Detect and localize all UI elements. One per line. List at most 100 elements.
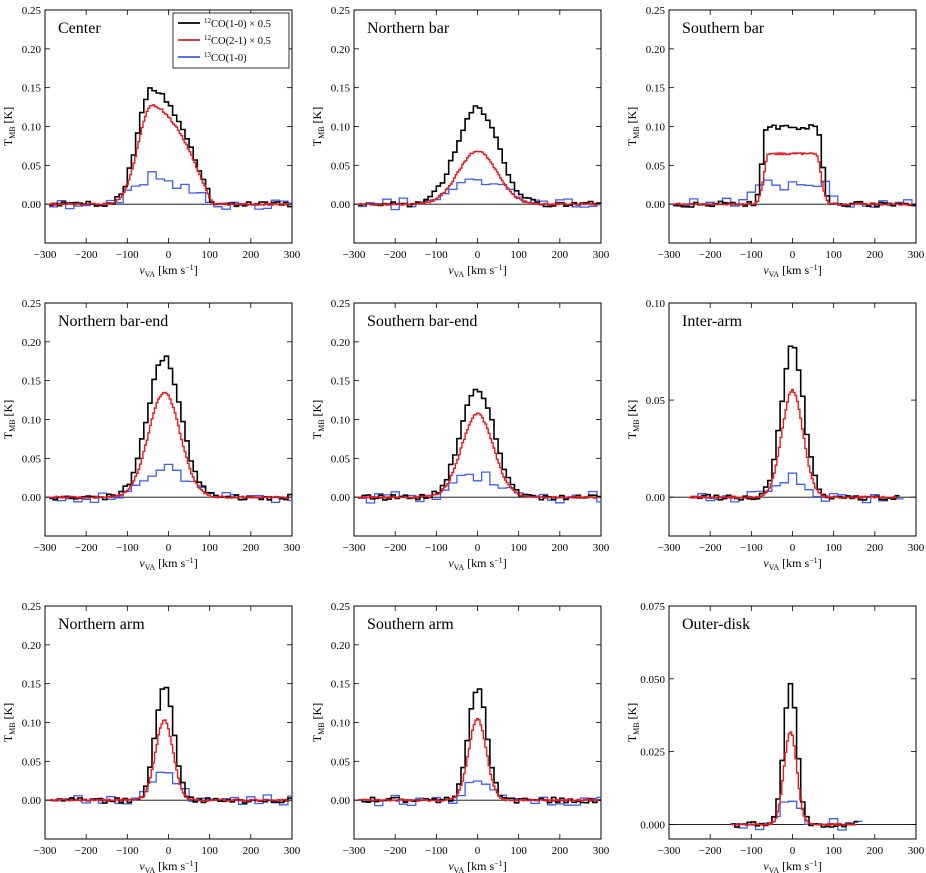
x-tick-label: 100 bbox=[825, 845, 842, 857]
x-tick-label: 300 bbox=[908, 845, 925, 857]
y-tick-label: 0.25 bbox=[331, 298, 351, 310]
x-tick-label: −200 bbox=[75, 249, 98, 261]
series-12co21 bbox=[689, 388, 898, 499]
y-tick-label: 0.15 bbox=[331, 376, 351, 388]
x-tick-label: −100 bbox=[425, 249, 448, 261]
x-tick-label: −300 bbox=[34, 249, 57, 261]
y-tick-label: 0.25 bbox=[22, 601, 42, 613]
y-tick-label: 0.00 bbox=[331, 492, 351, 504]
y-tick-label: 0.075 bbox=[640, 601, 665, 613]
x-tick-label: 0 bbox=[790, 845, 796, 857]
y-tick-label: 0.00 bbox=[331, 795, 351, 807]
panel-outer-disk: −300 −200 −100 0 100 200 300 0.000 0.025 0.050 0.0… bbox=[625, 601, 925, 873]
panel-title: Southern bar bbox=[682, 20, 765, 37]
x-tick-label: −100 bbox=[740, 249, 763, 261]
series-13co10 bbox=[49, 463, 292, 504]
x-tick-label: −100 bbox=[116, 249, 139, 261]
x-tick-label: −100 bbox=[425, 542, 448, 554]
x-tick-label: 100 bbox=[510, 542, 527, 554]
y-tick-label: 0.25 bbox=[646, 5, 666, 17]
series-12co10 bbox=[49, 355, 292, 501]
y-tick-label: 0.25 bbox=[331, 5, 351, 17]
y-axis-label: TMB [K] bbox=[625, 107, 641, 146]
x-tick-label: 0 bbox=[166, 845, 172, 857]
x-tick-label: −300 bbox=[658, 845, 681, 857]
y-axis-label: TMB [K] bbox=[310, 107, 326, 146]
x-tick-label: 300 bbox=[908, 249, 925, 261]
x-tick-label: −300 bbox=[34, 845, 57, 857]
x-axis-label: vVA [km s−1] bbox=[139, 859, 197, 873]
y-tick-label: 0.10 bbox=[331, 122, 351, 134]
x-tick-label: 200 bbox=[867, 542, 884, 554]
panel-title: Northern arm bbox=[58, 616, 145, 633]
panel-southern-arm: −300 −200 −100 0 100 200 300 0.00 0.05 0.10 0.15 0.… bbox=[310, 601, 610, 873]
x-tick-label: 300 bbox=[593, 845, 610, 857]
y-tick-label: 0.00 bbox=[22, 199, 42, 211]
x-axis-label: vVA [km s−1] bbox=[139, 556, 197, 572]
y-tick-label: 0.000 bbox=[640, 819, 665, 831]
y-axis-label: TMB [K] bbox=[310, 400, 326, 439]
x-tick-label: −200 bbox=[384, 542, 407, 554]
x-tick-label: 300 bbox=[284, 542, 301, 554]
series-12co21 bbox=[358, 717, 599, 802]
y-axis-label: TMB [K] bbox=[625, 400, 641, 439]
x-tick-label: 200 bbox=[243, 845, 260, 857]
x-tick-label: 300 bbox=[908, 542, 925, 554]
y-tick-label: 0.00 bbox=[22, 795, 42, 807]
panel-southern-bar: −300 −200 −100 0 100 200 300 0.00 0.05 0.10 0.15 0.… bbox=[625, 5, 925, 279]
y-tick-label: 0.20 bbox=[331, 640, 351, 652]
panel-title: Southern arm bbox=[367, 616, 454, 633]
x-tick-label: 100 bbox=[825, 542, 842, 554]
x-tick-label: 300 bbox=[593, 249, 610, 261]
x-tick-label: −300 bbox=[658, 249, 681, 261]
x-tick-label: 200 bbox=[552, 249, 569, 261]
y-axis-label: TMB [K] bbox=[1, 703, 17, 742]
legend-entry: 12CO(1-0) × 0.5 bbox=[204, 17, 271, 30]
y-tick-label: 0.10 bbox=[22, 122, 42, 134]
x-tick-label: 0 bbox=[475, 845, 481, 857]
x-tick-label: 100 bbox=[201, 542, 218, 554]
x-tick-label: −200 bbox=[699, 542, 722, 554]
x-tick-label: 0 bbox=[475, 542, 481, 554]
y-tick-label: 0.05 bbox=[646, 395, 666, 407]
x-tick-label: 200 bbox=[867, 249, 884, 261]
y-axis-label: TMB [K] bbox=[625, 703, 641, 742]
series-12co21 bbox=[730, 731, 856, 826]
panel-center: −300 −200 −100 0 100 200 300 0.00 0.05 0.10 0.15 0.… bbox=[1, 5, 301, 279]
y-tick-label: 0.10 bbox=[331, 415, 351, 427]
panel-northern-arm: −300 −200 −100 0 100 200 300 0.00 0.05 0.10 0.15 0.… bbox=[1, 601, 301, 873]
x-axis-label: vVA [km s−1] bbox=[448, 859, 506, 873]
series-12co10 bbox=[358, 388, 601, 501]
x-tick-label: 100 bbox=[510, 845, 527, 857]
series-12co10 bbox=[689, 345, 900, 501]
series-13co10 bbox=[358, 471, 601, 504]
panel-southern-bar-end: −300 −200 −100 0 100 200 300 0.00 0.05 0.10 0.15 0.… bbox=[310, 298, 610, 572]
y-tick-label: 0.05 bbox=[331, 160, 351, 172]
plot-frame bbox=[668, 9, 917, 244]
y-tick-label: 0.15 bbox=[22, 679, 42, 691]
y-tick-label: 0.00 bbox=[331, 199, 351, 211]
y-tick-label: 0.00 bbox=[646, 492, 666, 504]
y-tick-label: 0.25 bbox=[22, 298, 42, 310]
series-13co10 bbox=[358, 780, 601, 807]
x-tick-label: −300 bbox=[34, 542, 57, 554]
y-tick-label: 0.20 bbox=[22, 44, 42, 56]
y-tick-label: 0.15 bbox=[331, 83, 351, 95]
x-tick-label: 100 bbox=[201, 249, 218, 261]
x-tick-label: −100 bbox=[425, 845, 448, 857]
x-tick-label: −200 bbox=[75, 542, 98, 554]
x-tick-label: 100 bbox=[201, 845, 218, 857]
y-tick-label: 0.20 bbox=[331, 337, 351, 349]
x-tick-label: 0 bbox=[475, 249, 481, 261]
y-tick-label: 0.25 bbox=[331, 601, 351, 613]
y-tick-label: 0.20 bbox=[22, 337, 42, 349]
y-tick-label: 0.05 bbox=[22, 756, 42, 768]
y-tick-label: 0.15 bbox=[646, 83, 666, 95]
panel-title: Inter-arm bbox=[682, 313, 743, 330]
panel-title: Northern bar-end bbox=[58, 313, 168, 330]
x-tick-label: 100 bbox=[825, 249, 842, 261]
y-tick-label: 0.20 bbox=[331, 44, 351, 56]
y-tick-label: 0.20 bbox=[22, 640, 42, 652]
x-tick-label: 300 bbox=[284, 249, 301, 261]
panel-northern-bar-end: −300 −200 −100 0 100 200 300 0.00 0.05 0.10 0.15 0.… bbox=[1, 298, 301, 572]
